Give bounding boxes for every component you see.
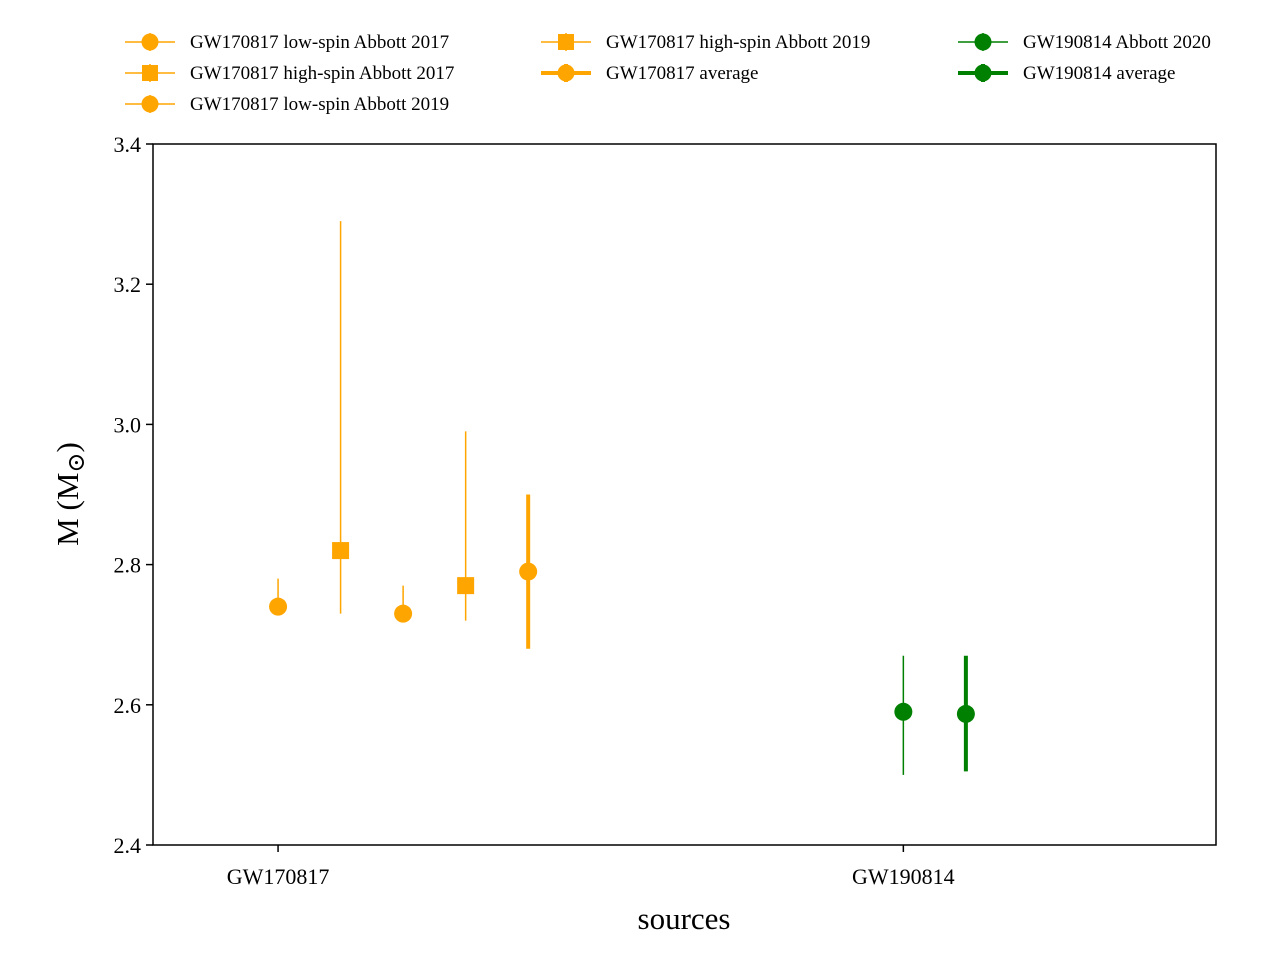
legend: GW170817 low-spin Abbott 2017 GW170817 hi…: [125, 32, 1211, 115]
legend-square-marker: [558, 34, 574, 50]
data-point-circle: [956, 704, 975, 723]
series-1-mark: [332, 221, 350, 614]
x-axis: GW170817 GW190814: [227, 845, 955, 889]
legend-square-marker: [142, 65, 158, 81]
x-tick-label: GW190814: [852, 864, 955, 889]
y-tick-label: 2.4: [114, 833, 142, 858]
legend-entry: GW190814 Abbott 2020: [958, 32, 1211, 53]
data-point-circle: [394, 604, 413, 623]
series-5-mark: [894, 655, 913, 775]
x-axis-label: sources: [638, 901, 731, 936]
data-point-circle: [894, 702, 913, 721]
y-tick-label: 3.2: [114, 272, 142, 297]
legend-entry: GW170817 low-spin Abbott 2019: [125, 94, 449, 115]
y-tick-label: 2.8: [114, 553, 142, 578]
data-point-square: [332, 542, 350, 560]
sun-symbol: ⊙: [64, 453, 90, 473]
legend-circle-marker: [141, 33, 159, 51]
y-tick-label: 3.0: [114, 412, 142, 437]
legend-entry: GW170817 high-spin Abbott 2017: [125, 63, 454, 84]
y-tick-label: 2.6: [114, 693, 142, 718]
legend-entry: GW170817 high-spin Abbott 2019: [541, 32, 870, 53]
legend-label: GW190814 average: [1023, 63, 1175, 84]
x-tick-label: GW170817: [227, 864, 330, 889]
data-point-square: [457, 577, 475, 595]
legend-label: GW170817 low-spin Abbott 2017: [190, 32, 449, 53]
legend-circle-marker: [974, 64, 992, 82]
data-point-circle: [519, 562, 538, 581]
series-0-mark: [269, 578, 288, 616]
series-2-mark: [394, 585, 413, 623]
y-axis: 2.4 2.6 2.8 3.0 3.2 3.4: [114, 132, 153, 858]
legend-circle-marker: [974, 33, 992, 51]
legend-entry: GW170817 low-spin Abbott 2017: [125, 32, 449, 53]
y-axis-label: M (M⊙): [50, 442, 90, 546]
legend-circle-marker: [557, 64, 575, 82]
data-marks: [269, 221, 975, 775]
legend-label: GW170817 high-spin Abbott 2019: [606, 32, 870, 53]
series-6-mark: [956, 655, 975, 772]
data-point-circle: [269, 597, 288, 616]
legend-entry: GW190814 average: [958, 63, 1175, 84]
legend-label: GW170817 average: [606, 63, 758, 84]
y-axis-label-close: ): [50, 442, 85, 452]
series-3-mark: [457, 431, 475, 621]
legend-label: GW170817 high-spin Abbott 2017: [190, 63, 454, 84]
svg-text:M (M⊙): M (M⊙): [50, 442, 90, 546]
legend-label: GW170817 low-spin Abbott 2019: [190, 94, 449, 115]
series-4-mark: [519, 494, 538, 649]
y-tick-label: 3.4: [114, 132, 142, 157]
plot-frame: [152, 143, 1217, 846]
y-axis-label-text: M (M: [50, 473, 85, 546]
legend-entry: GW170817 average: [541, 63, 758, 84]
legend-circle-marker: [141, 95, 159, 113]
legend-label: GW190814 Abbott 2020: [1023, 32, 1211, 53]
